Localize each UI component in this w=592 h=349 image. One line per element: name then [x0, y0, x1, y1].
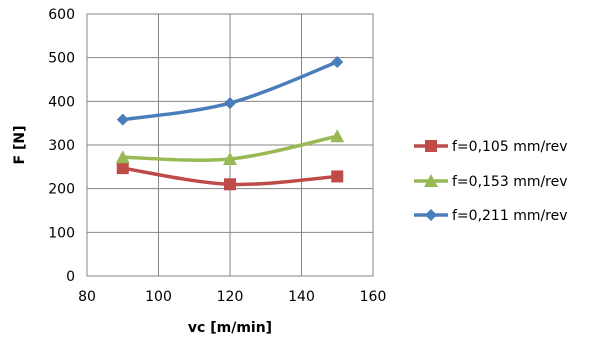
- legend-marker: [425, 140, 437, 152]
- series-group: [115, 56, 345, 191]
- data-point: [116, 113, 129, 126]
- data-point: [330, 129, 345, 143]
- legend-label: f=0,105 mm/rev: [452, 139, 568, 155]
- y-axis-ticks: 0 100 200 300 400 500 600: [48, 7, 75, 285]
- data-point: [223, 151, 237, 165]
- x-axis-label: vc [m/min]: [188, 320, 272, 336]
- data-point: [115, 150, 130, 164]
- legend-marker: [425, 209, 437, 221]
- y-tick-label: 200: [48, 182, 75, 198]
- y-tick-label: 400: [48, 94, 75, 110]
- x-axis-ticks: 80 100 120 140 160: [78, 289, 386, 305]
- legend-item-1: f=0,153 mm/rev: [414, 174, 568, 190]
- y-tick-label: 300: [48, 138, 75, 154]
- x-tick-label: 140: [288, 289, 315, 305]
- data-point: [224, 97, 236, 110]
- x-tick-label: 120: [217, 289, 244, 305]
- data-point: [331, 56, 344, 69]
- x-tick-label: 80: [78, 289, 96, 305]
- legend-item-0: f=0,105 mm/rev: [414, 139, 568, 155]
- data-point: [331, 170, 344, 183]
- series-2: [116, 56, 344, 126]
- y-tick-label: 600: [48, 7, 75, 23]
- x-tick-label: 160: [360, 289, 387, 305]
- plot-area-frame: [86, 13, 374, 277]
- legend-marker: [424, 174, 438, 187]
- legend: f=0,105 mm/rev f=0,153 mm/rev f=0,211 mm/r…: [414, 139, 568, 224]
- y-tick-label: 500: [48, 51, 75, 67]
- series-1: [115, 129, 345, 165]
- legend-label: f=0,153 mm/rev: [452, 174, 568, 190]
- legend-item-2: f=0,211 mm/rev: [414, 208, 568, 224]
- y-tick-label: 100: [48, 225, 75, 241]
- data-point: [224, 178, 236, 191]
- y-axis-label: F [N]: [12, 126, 28, 165]
- y-tick-label: 0: [66, 269, 75, 285]
- series-0: [116, 162, 344, 191]
- legend-label: f=0,211 mm/rev: [452, 208, 568, 224]
- data-point: [116, 162, 129, 175]
- grid-lines: [86, 13, 374, 277]
- x-tick-label: 100: [145, 289, 172, 305]
